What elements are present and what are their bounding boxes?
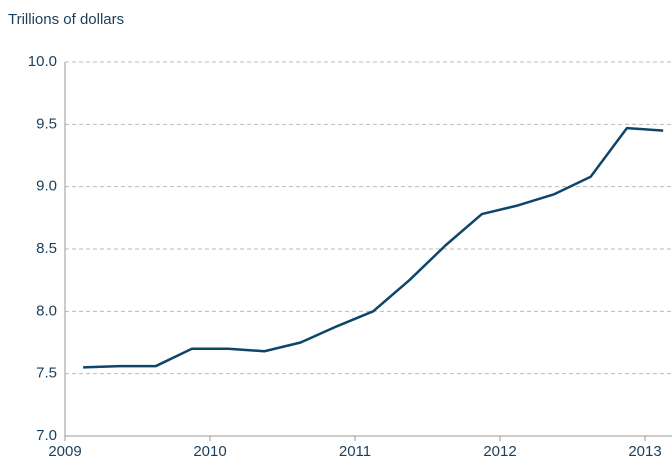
y-tick-label: 10.0 — [28, 53, 57, 70]
y-tick-label: 8.5 — [36, 240, 57, 257]
x-tick-label: 2009 — [48, 443, 81, 460]
x-tick-label: 2010 — [193, 443, 226, 460]
y-tick-label: 8.0 — [36, 302, 57, 319]
x-tick-label: 2011 — [339, 443, 371, 460]
line — [83, 126, 664, 369]
y-tick-label: 7.5 — [36, 365, 57, 382]
x-tick-label: 2012 — [483, 443, 516, 460]
chart-title: Trillions of dollars — [8, 11, 124, 28]
y-tick-label: 9.5 — [36, 115, 57, 132]
y-tick-label: 7.0 — [36, 427, 57, 444]
y-tick-label: 9.0 — [36, 178, 57, 195]
x-tick-label: 2013 — [628, 443, 661, 460]
